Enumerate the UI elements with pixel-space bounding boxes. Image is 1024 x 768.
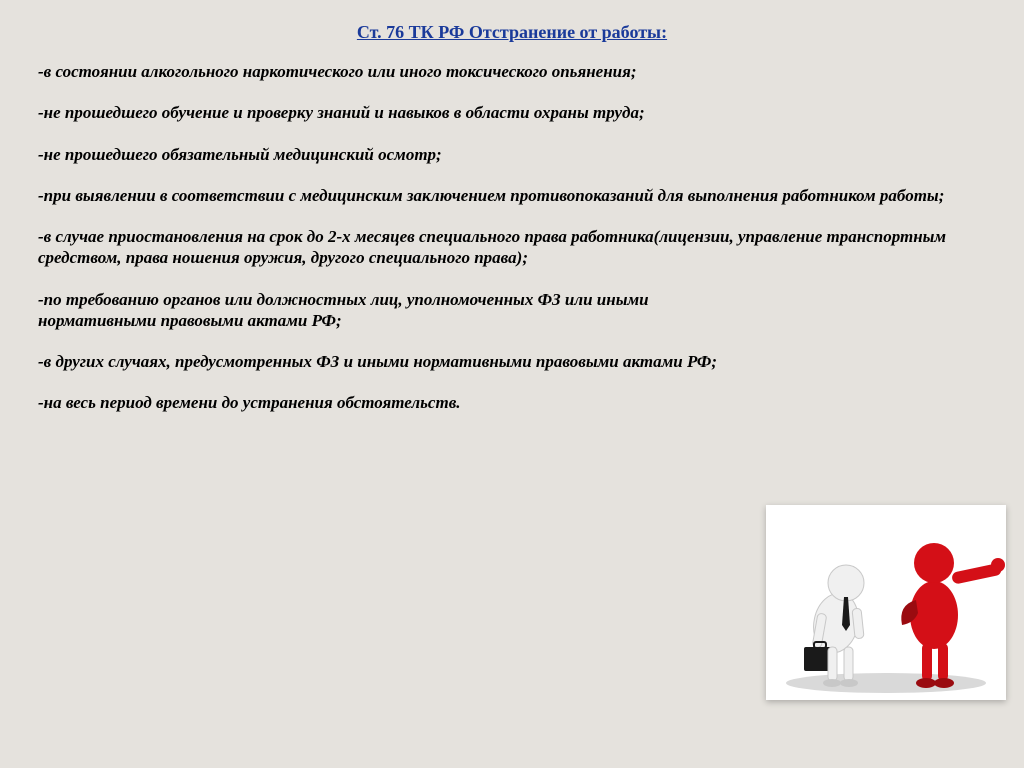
bullet-list: -в состоянии алкогольного наркотического… — [38, 61, 986, 414]
list-item: -по требованию органов или должностных л… — [38, 289, 986, 332]
list-item: -на весь период времени до устранения об… — [38, 392, 986, 413]
slide-title: Ст. 76 ТК РФ Отстранение от работы: — [357, 22, 667, 42]
list-item: -при выявлении в соответствии с медицинс… — [38, 185, 986, 206]
list-item: -в случае приостановления на срок до 2-х… — [38, 226, 986, 269]
slide: Ст. 76 ТК РФ Отстранение от работы: -в с… — [0, 0, 1024, 768]
list-item: -в других случаях, предусмотренных ФЗ и … — [38, 351, 986, 372]
dismissal-icon — [766, 505, 1006, 700]
list-item: -не прошедшего обучение и проверку знани… — [38, 102, 986, 123]
illustration — [766, 505, 1006, 700]
list-item: -не прошедшего обязательный медицинский … — [38, 144, 986, 165]
list-item: -в состоянии алкогольного наркотического… — [38, 61, 986, 82]
title-wrap: Ст. 76 ТК РФ Отстранение от работы: — [38, 22, 986, 43]
